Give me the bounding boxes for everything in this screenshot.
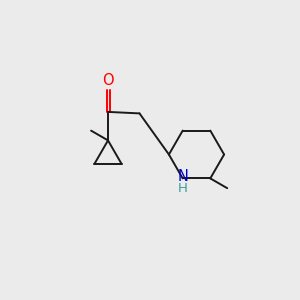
Text: O: O bbox=[102, 73, 114, 88]
Text: N: N bbox=[177, 169, 188, 184]
Text: H: H bbox=[178, 182, 188, 194]
